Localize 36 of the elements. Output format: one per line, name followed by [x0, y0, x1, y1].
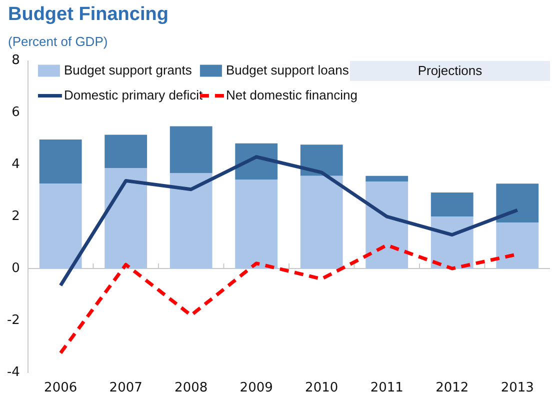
x-tick-label: 2009	[240, 380, 273, 396]
y-tick-label: -4	[6, 364, 20, 380]
bar	[366, 182, 408, 269]
bar	[496, 184, 539, 223]
bar	[39, 139, 82, 184]
legend-label: Domestic primary deficit	[64, 87, 204, 102]
bar	[366, 176, 408, 182]
y-tick-label: 6	[12, 105, 20, 120]
chart-subtitle: (Percent of GDP)	[8, 34, 108, 49]
x-tick-label: 2012	[436, 380, 469, 396]
bar	[235, 180, 278, 269]
bar	[39, 184, 82, 269]
y-tick-label: -2	[6, 312, 20, 328]
bar	[170, 172, 212, 269]
bar	[496, 222, 539, 269]
x-tick-label: 2010	[305, 380, 338, 396]
legend-label: Budget support grants	[64, 62, 192, 78]
label-box: Projections	[350, 60, 550, 81]
chart-title: Budget Financing	[8, 4, 168, 26]
x-tick-label: 2008	[174, 380, 208, 396]
bar	[300, 176, 343, 269]
y-tick-label: 4	[12, 157, 20, 172]
legend-label: Budget support loans	[226, 62, 350, 78]
x-tick-label: 2011	[370, 380, 404, 396]
bar	[300, 144, 343, 176]
x-tick-label: 2006	[44, 380, 78, 396]
x-tick-label: 2013	[500, 380, 534, 396]
bar	[104, 134, 148, 168]
y-tick-label: 2	[12, 208, 20, 224]
bar	[430, 192, 474, 217]
legend-label: Net domestic financing	[226, 87, 358, 102]
y-tick-label: 0	[12, 260, 20, 276]
x-tick-label: 2007	[109, 380, 142, 396]
y-tick-label: 8	[12, 53, 20, 68]
bar	[170, 126, 212, 173]
bar	[104, 168, 148, 269]
